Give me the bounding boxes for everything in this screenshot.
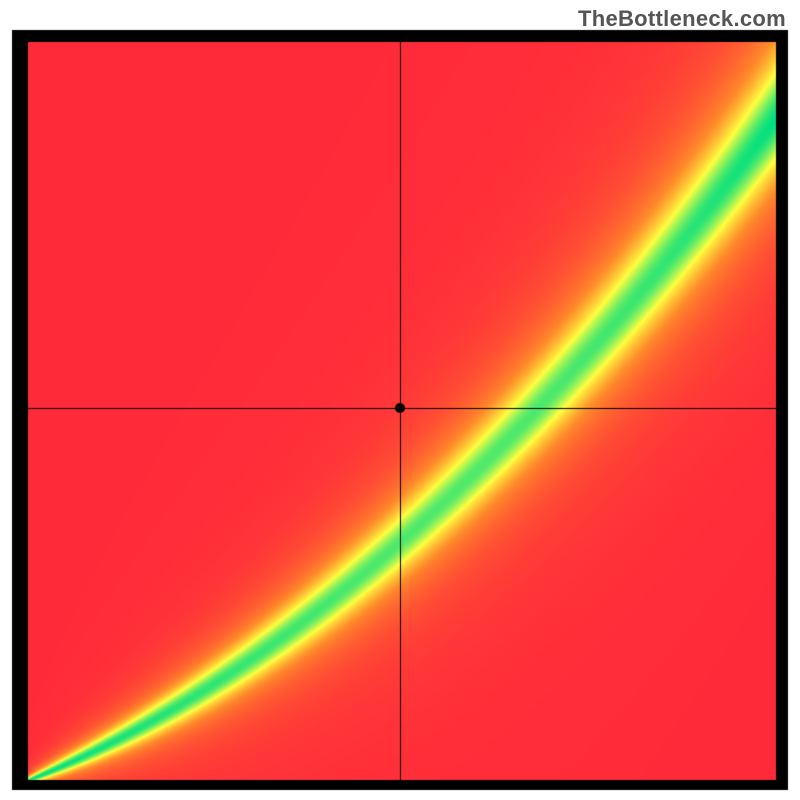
bottleneck-heatmap — [0, 0, 800, 800]
watermark-label: TheBottleneck.com — [578, 6, 786, 32]
